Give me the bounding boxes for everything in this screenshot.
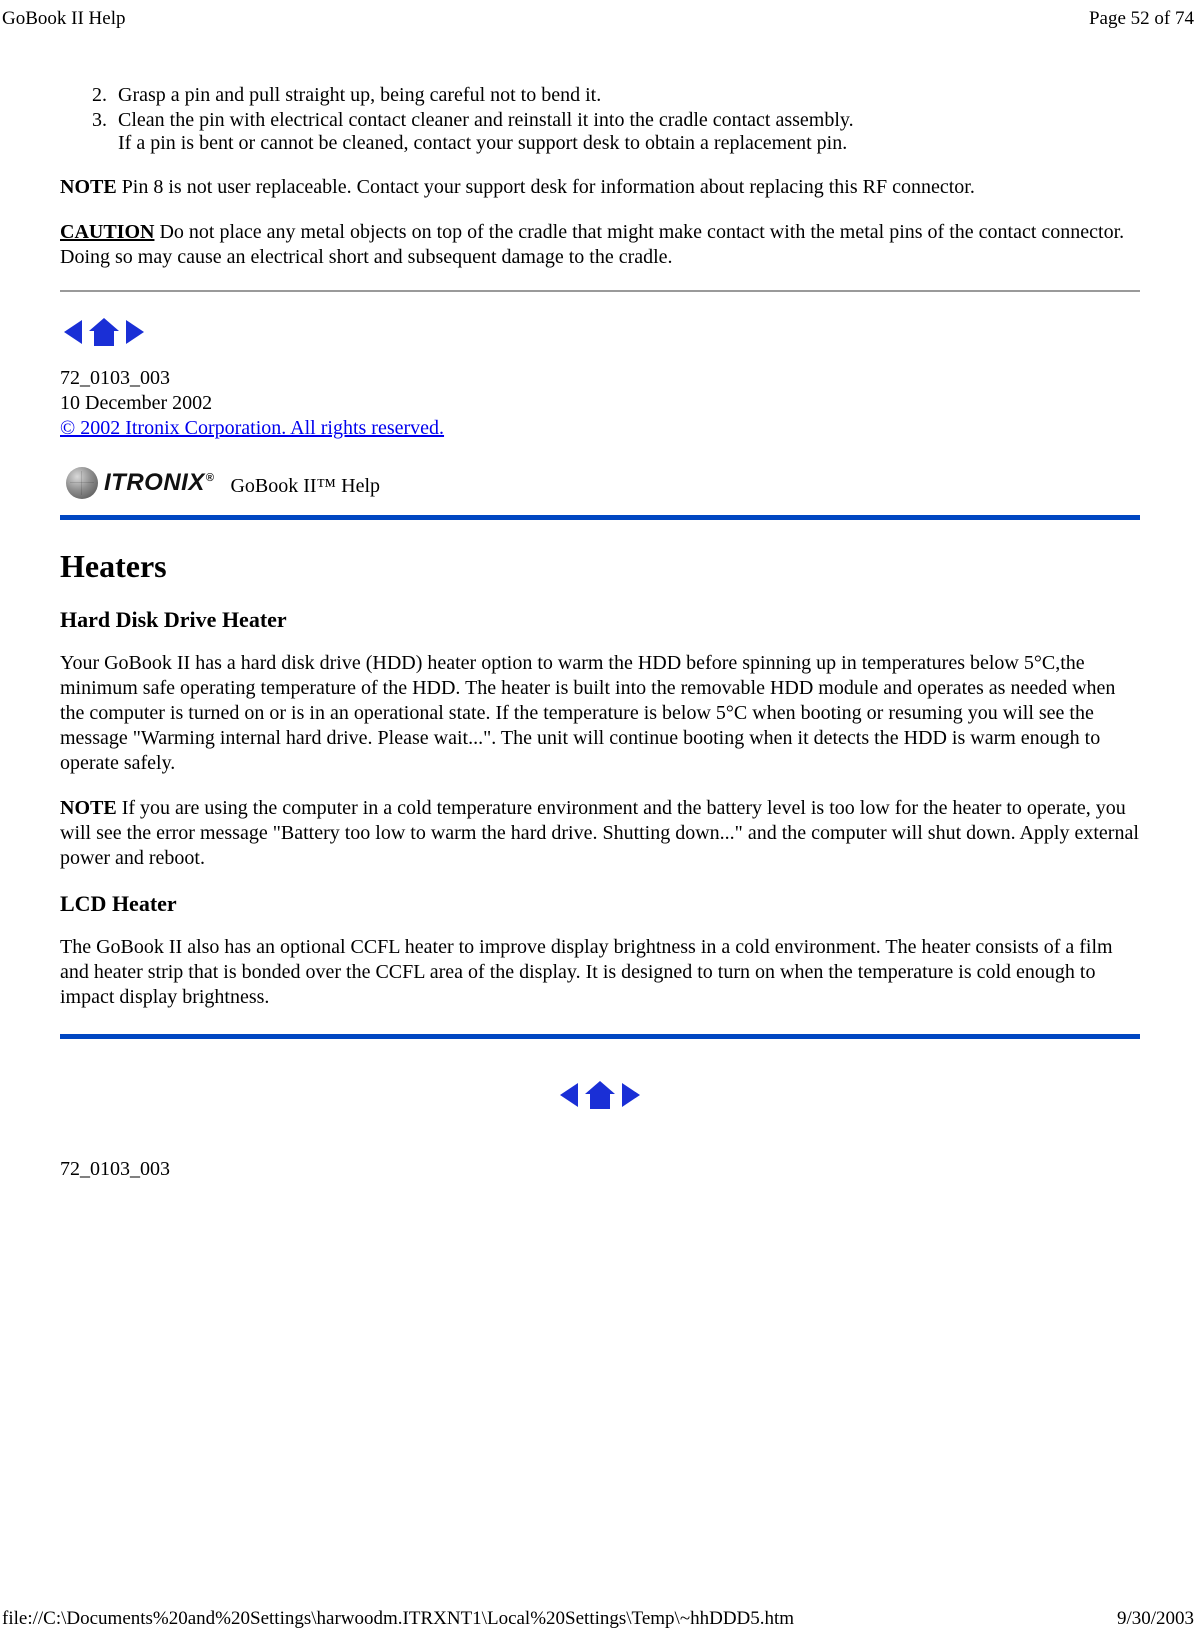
brand-wordmark: ITRONIX® (104, 469, 214, 497)
list-item-line: Clean the pin with electrical contact cl… (118, 109, 854, 131)
note-text: Pin 8 is not user replaceable. Contact y… (117, 176, 975, 198)
nav-icons-bottom (556, 1079, 644, 1111)
page-footer-right: 9/30/2003 (1117, 1608, 1194, 1630)
instruction-list: Grasp a pin and pull straight up, being … (60, 84, 1140, 155)
nav-home-icon[interactable] (583, 1079, 617, 1111)
page-header-right: Page 52 of 74 (1089, 8, 1194, 30)
list-item-line: If a pin is bent or cannot be cleaned, c… (118, 132, 847, 154)
caution-text: Do not place any metal objects on top of… (60, 221, 1124, 268)
nav-home-icon[interactable] (87, 316, 121, 348)
nav-icons-top (60, 316, 148, 348)
note-label: NOTE (60, 176, 117, 198)
doc-id: 72_0103_003 (60, 366, 1140, 391)
page-header-left: GoBook II Help (2, 8, 125, 30)
brand-registered: ® (206, 472, 215, 484)
blue-divider (60, 1034, 1140, 1039)
brand-bar: ITRONIX® GoBook II™ Help (60, 461, 1140, 520)
hdd-heading: Hard Disk Drive Heater (60, 607, 1140, 633)
help-title: GoBook II™ Help (224, 475, 390, 498)
brand-logo: ITRONIX® (60, 461, 224, 511)
lcd-paragraph: The GoBook II also has an optional CCFL … (60, 935, 1140, 1010)
divider (60, 290, 1140, 292)
caution-label: CAUTION (60, 221, 154, 243)
hdd-paragraph: Your GoBook II has a hard disk drive (HD… (60, 651, 1140, 776)
note-text: If you are using the computer in a cold … (60, 797, 1139, 869)
nav-next-icon[interactable] (620, 1079, 644, 1111)
note2-paragraph: NOTE If you are using the computer in a … (60, 796, 1140, 871)
list-item: Grasp a pin and pull straight up, being … (112, 84, 1140, 107)
nav-icons-bottom-wrap (60, 1079, 1140, 1129)
page-footer-left: file://C:\Documents%20and%20Settings\har… (2, 1608, 794, 1630)
lcd-heading: LCD Heater (60, 891, 1140, 917)
caution-paragraph: CAUTION Do not place any metal objects o… (60, 220, 1140, 270)
doc-date: 10 December 2002 (60, 391, 1140, 416)
copyright-link[interactable]: © 2002 Itronix Corporation. All rights r… (60, 417, 444, 439)
note-paragraph: NOTE Pin 8 is not user replaceable. Cont… (60, 175, 1140, 200)
doc-id-2: 72_0103_003 (60, 1157, 1140, 1182)
note-label: NOTE (60, 797, 117, 819)
list-item: Clean the pin with electrical contact cl… (112, 109, 1140, 155)
brand-word-text: ITRONIX (104, 469, 205, 496)
globe-icon (66, 467, 98, 499)
nav-next-icon[interactable] (124, 316, 148, 348)
nav-prev-icon[interactable] (60, 316, 84, 348)
nav-prev-icon[interactable] (556, 1079, 580, 1111)
section-title: Heaters (60, 548, 1140, 585)
